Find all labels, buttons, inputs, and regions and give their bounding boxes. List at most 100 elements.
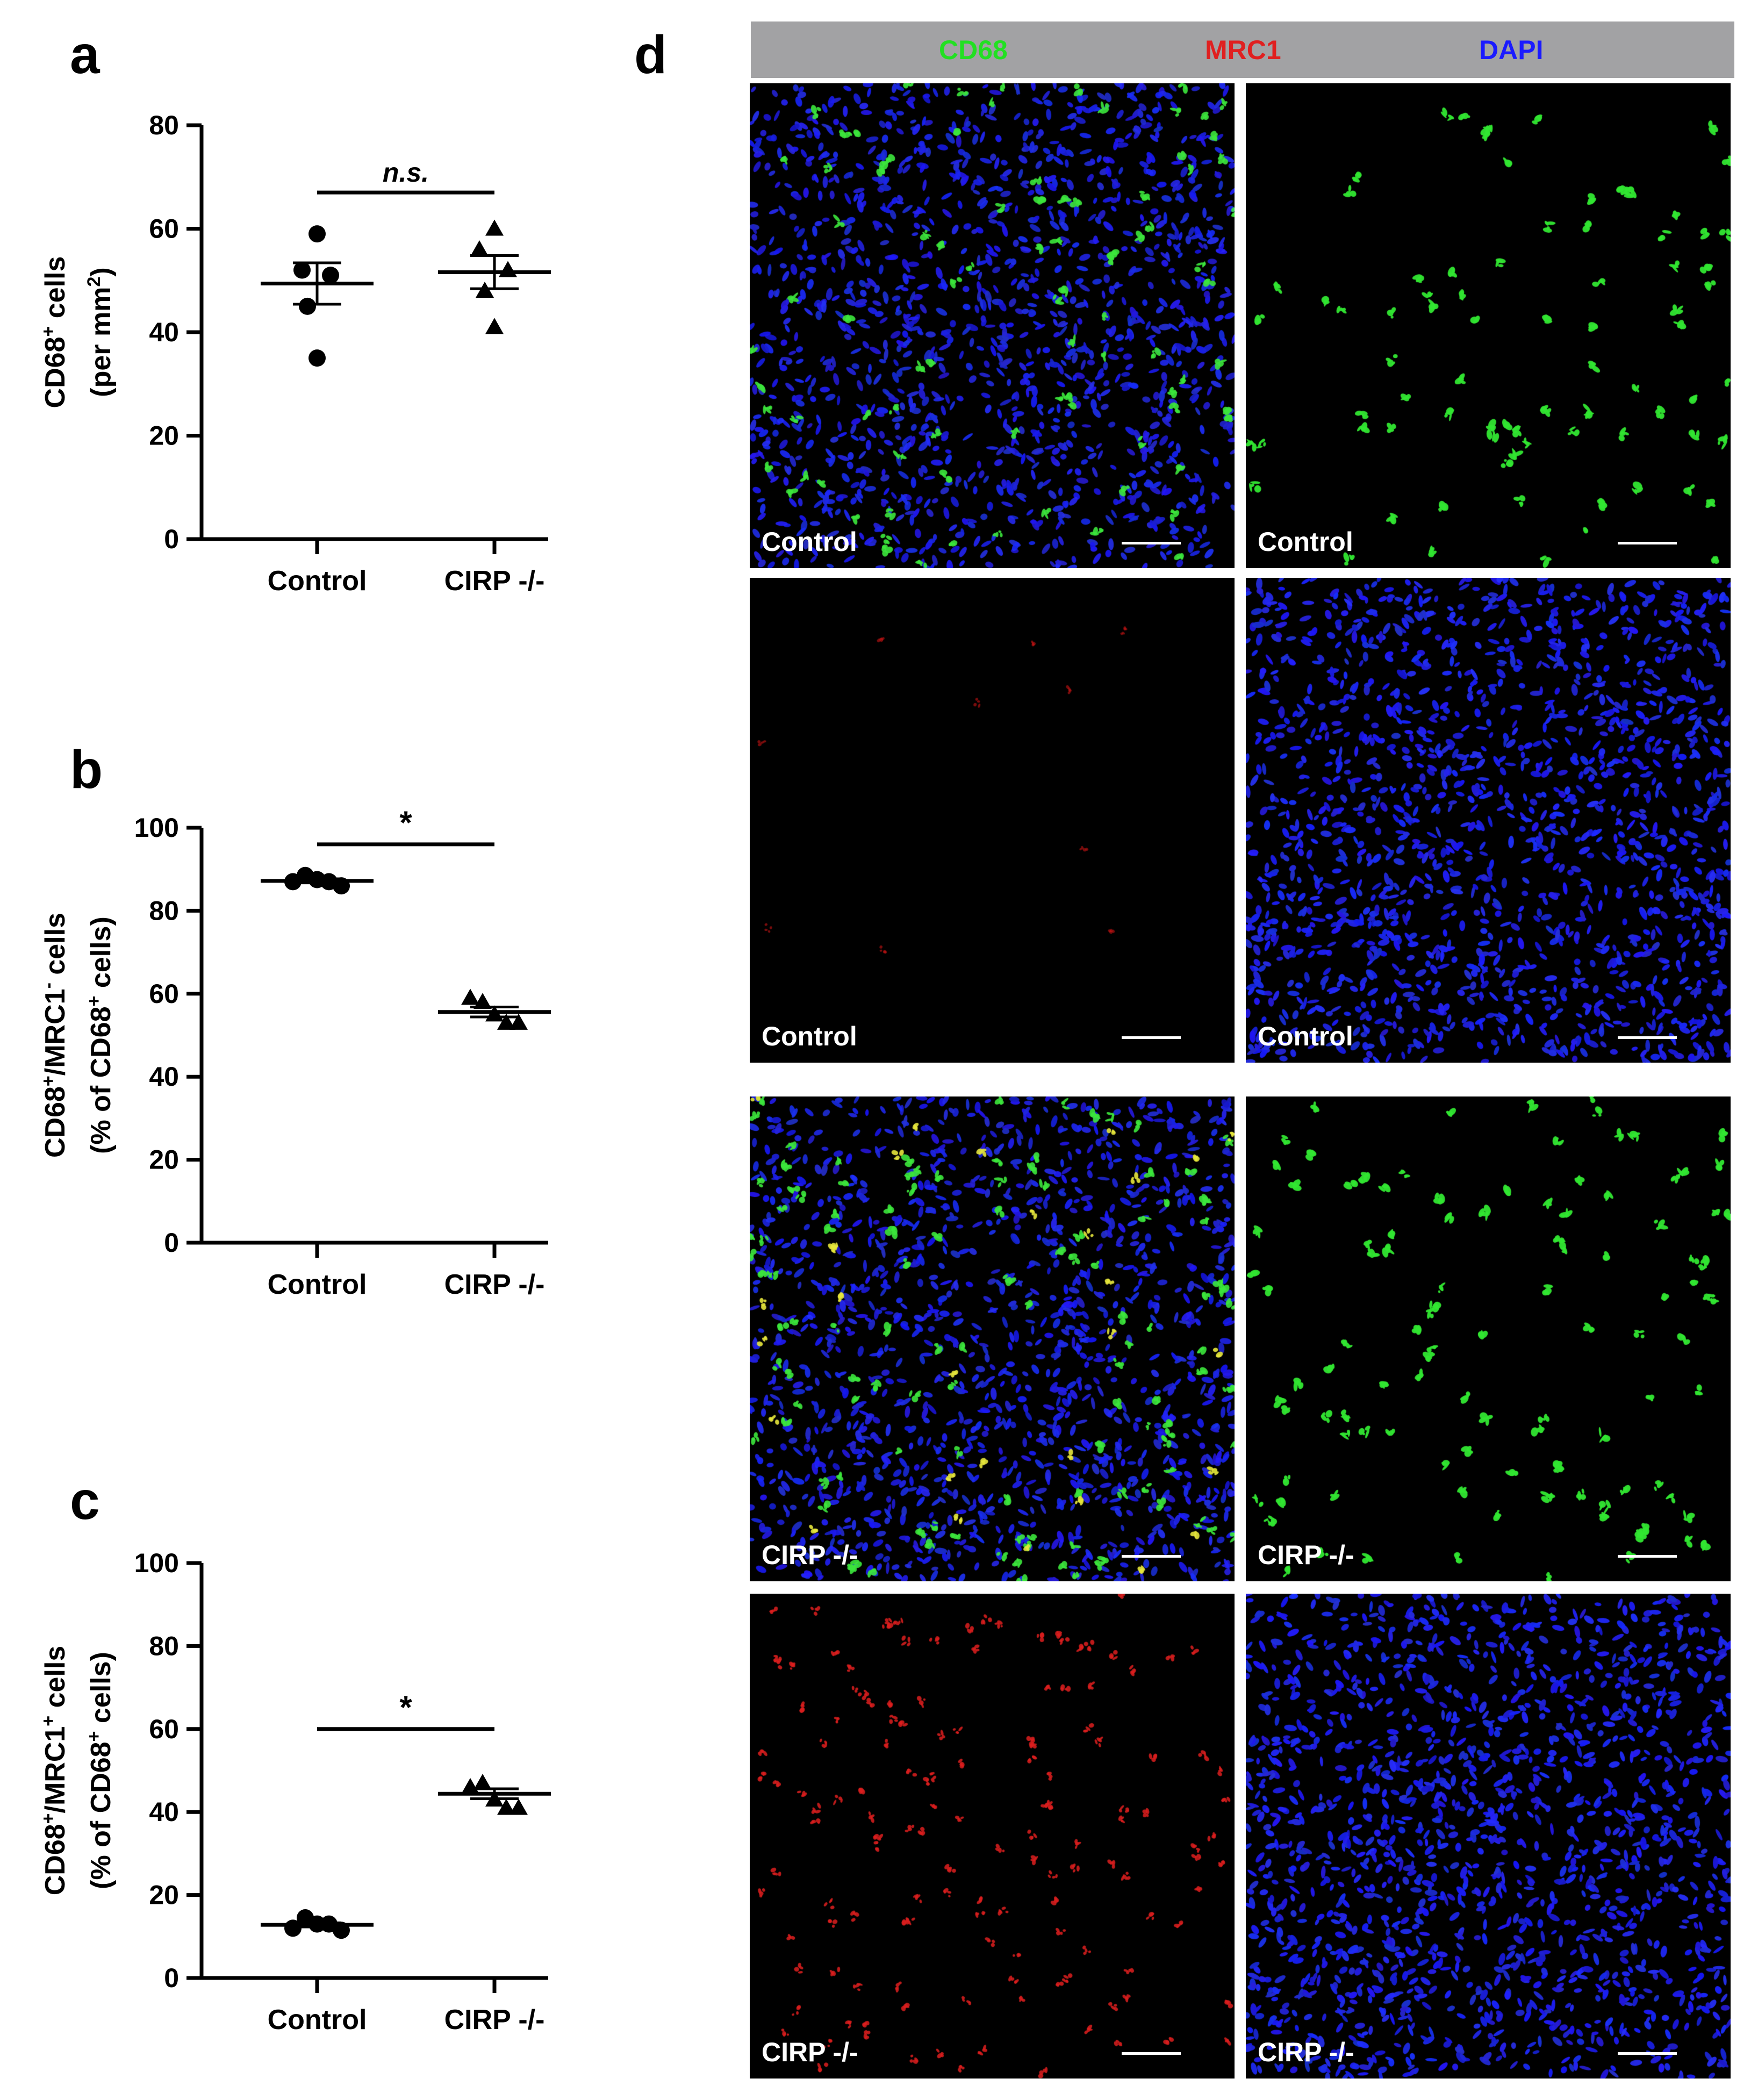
micrograph-control-cd68: Control [1246, 83, 1731, 568]
y-tick-label: 40 [149, 1797, 179, 1827]
y-label-superscript: + [84, 996, 104, 1007]
panel-label-a: a [70, 25, 100, 85]
y-tick-label: 80 [149, 110, 179, 140]
y-label-text: /MRC1 [40, 988, 71, 1076]
y-label-superscript: + [38, 326, 59, 337]
y-tick-label: 40 [149, 317, 179, 347]
y-axis-label: CD68+/MRC1+ cells [38, 1646, 71, 1896]
y-tick-label: 0 [164, 524, 179, 554]
y-label-text: ) [85, 267, 117, 276]
x-tick-label: Control [268, 1269, 367, 1300]
data-point [470, 240, 489, 256]
chart-c: 0 20 40 60 80 100 Control CIRP -/- CD68+/MRC1+ c… [38, 1548, 551, 2036]
y-label-text: CD68 [40, 1086, 71, 1158]
significance-label: * [399, 1689, 412, 1725]
panel-label-d: d [634, 25, 668, 85]
y-label-text: cells) [85, 916, 117, 995]
y-label-superscript: + [84, 1731, 104, 1742]
y-label-superscript: + [38, 1076, 59, 1086]
y-axis-label: CD68+ cells [38, 256, 71, 408]
channel-mrc1: MRC1 [1205, 34, 1281, 65]
y-tick-label: 100 [134, 1548, 179, 1578]
y-tick-label: 60 [149, 979, 179, 1009]
y-label-superscript: 2 [84, 277, 104, 287]
scale-bar [1122, 1555, 1181, 1558]
micrograph-cirp-merge: CIRP -/- [750, 1096, 1235, 1581]
data-point [293, 261, 311, 279]
y-label-text: cells) [85, 1652, 117, 1731]
y-label-text: (% of CD68 [85, 1741, 117, 1889]
y-tick-label: 20 [149, 421, 179, 451]
tile-label: CIRP -/- [762, 1540, 858, 1570]
y-axis-label-line2: (% of CD68+ cells) [84, 916, 117, 1154]
y-label-superscript: + [38, 1813, 59, 1824]
y-tick-label: 100 [134, 813, 179, 843]
scale-bar [1618, 2052, 1677, 2055]
y-label-text: (% of CD68 [85, 1006, 117, 1153]
y-tick-label: 0 [164, 1963, 179, 1993]
y-label-text: /MRC1 [40, 1726, 71, 1814]
scale-bar [1618, 1036, 1677, 1039]
y-label-text: cells [40, 1646, 71, 1716]
y-axis-label: CD68+/MRC1- cells [38, 913, 71, 1158]
y-label-text: CD68 [40, 337, 71, 408]
data-point [497, 1013, 515, 1030]
micrograph-control-mrc1: Control [750, 578, 1235, 1063]
micrograph-cirp-mrc1: CIRP -/- [750, 1594, 1235, 2079]
y-label-text: cells [40, 256, 71, 326]
significance-label: * [399, 805, 412, 841]
data-point [473, 1774, 492, 1790]
data-point [473, 993, 492, 1009]
x-tick-label: Control [268, 565, 367, 597]
scale-bar [1122, 542, 1181, 544]
channel-cd68: CD68 [939, 34, 1008, 65]
y-label-superscript: - [38, 983, 59, 988]
tile-label: CIRP -/- [762, 2037, 858, 2067]
scale-bar [1618, 1555, 1677, 1558]
micrograph-cirp-dapi: CIRP -/- [1246, 1594, 1731, 2079]
data-point [461, 988, 479, 1005]
y-label-text: (per mm [85, 287, 117, 397]
x-tick-label: CIRP -/- [444, 565, 545, 597]
y-tick-label: 0 [164, 1228, 179, 1258]
data-point [322, 267, 339, 284]
tile-label: Control [1258, 527, 1353, 557]
y-label-text: cells [40, 913, 71, 983]
data-point [499, 261, 517, 277]
tile-label: Control [1258, 1021, 1353, 1051]
tile-label: CIRP -/- [1258, 1540, 1354, 1570]
y-tick-label: 60 [149, 214, 179, 244]
micrograph-cirp-cd68: CIRP -/- [1246, 1096, 1731, 1581]
y-tick-label: 20 [149, 1145, 179, 1175]
y-axis-label-line2: (% of CD68+ cells) [84, 1652, 117, 1889]
x-tick-label: CIRP -/- [444, 1269, 545, 1300]
y-tick-label: 20 [149, 1880, 179, 1910]
channel-legend: CD68 MRC1 DAPI [751, 21, 1734, 78]
micrograph-control-dapi: Control [1246, 578, 1731, 1063]
panel-label-b: b [70, 740, 103, 800]
chart-a: 0 20 40 60 80 Control CIRP -/- CD68+ cells (per … [38, 110, 551, 597]
y-axis-label-line2: (per mm2) [84, 267, 117, 397]
tile-label: CIRP -/- [1258, 2037, 1354, 2067]
channel-dapi: DAPI [1479, 34, 1544, 65]
data-point [485, 318, 504, 334]
significance-label: n.s. [383, 157, 429, 188]
y-label-superscript: + [38, 1716, 59, 1726]
tile-label: Control [762, 1021, 857, 1051]
y-tick-label: 60 [149, 1714, 179, 1744]
data-point [299, 297, 316, 315]
data-point [510, 1798, 528, 1815]
data-point [497, 1798, 515, 1815]
data-point [308, 225, 326, 243]
data-point [510, 1013, 528, 1030]
tile-label: Control [762, 527, 857, 557]
data-point [308, 349, 326, 367]
scale-bar [1618, 542, 1677, 544]
x-tick-label: Control [268, 2004, 367, 2036]
panel-label-c: c [70, 1471, 100, 1531]
y-tick-label: 80 [149, 1631, 179, 1661]
x-tick-label: CIRP -/- [444, 2004, 545, 2036]
scale-bar [1122, 2052, 1181, 2055]
data-point [485, 219, 504, 236]
